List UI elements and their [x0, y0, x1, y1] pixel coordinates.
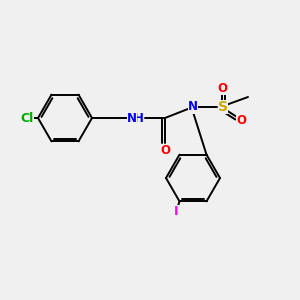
- Text: I: I: [174, 205, 179, 218]
- Text: S: S: [218, 100, 228, 114]
- Text: Cl: Cl: [20, 112, 34, 124]
- Text: N: N: [188, 100, 198, 113]
- Text: O: O: [160, 145, 170, 158]
- Text: N: N: [127, 112, 137, 124]
- Text: O: O: [217, 82, 227, 94]
- Text: H: H: [134, 112, 144, 124]
- Text: O: O: [236, 115, 246, 128]
